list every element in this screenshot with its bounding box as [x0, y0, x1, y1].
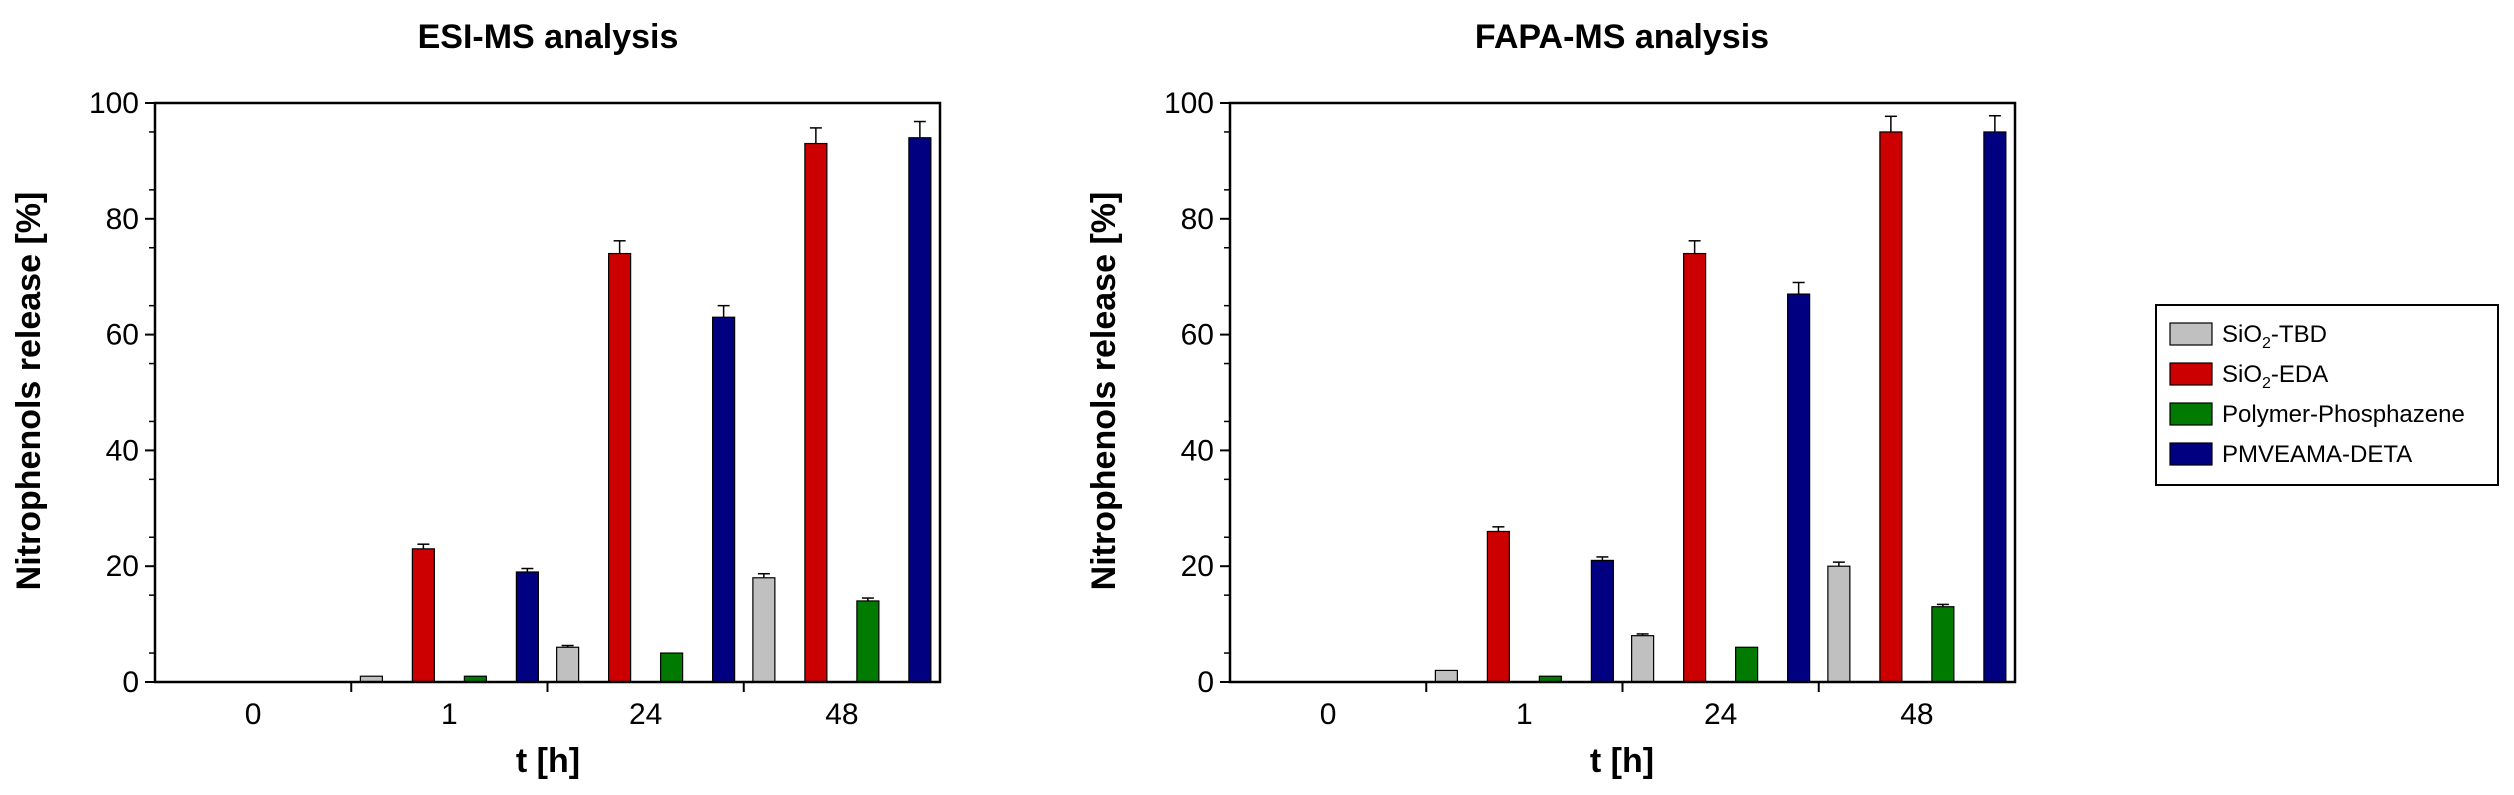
bar-pmveama-deta	[1590, 559, 1614, 683]
legend-label: SiO2-EDA	[2222, 361, 2328, 392]
x-tick-label: 0	[245, 698, 262, 731]
y-tick-label: 0	[1197, 666, 1214, 699]
legend-label-rest: -EDA	[2271, 361, 2328, 388]
x-axis-label: t [h]	[1590, 742, 1654, 780]
y-tick-label: 60	[1181, 319, 1214, 352]
y-tick-label: 40	[1181, 434, 1214, 467]
legend-label-base: PMVEAMA-DETA	[2222, 441, 2412, 468]
legend-swatch	[2169, 442, 2213, 466]
esi-ms-chart: ESI-MS analysis Nitrophenols release [%]…	[10, 18, 942, 780]
x-tick-label: 1	[441, 698, 458, 731]
x-axis-label: t [h]	[516, 742, 580, 780]
bar-pmveama-deta	[1787, 293, 1811, 683]
x-tick-label: 48	[1900, 698, 1933, 731]
bar-sio2-tbd	[1827, 565, 1851, 683]
x-tick-label: 24	[1704, 698, 1737, 731]
bar-polymer-phosphazene	[856, 600, 880, 683]
legend-label: Polymer-Phosphazene	[2222, 401, 2465, 428]
legend-label-rest: -TBD	[2271, 321, 2327, 348]
legend-swatch	[2169, 322, 2213, 346]
fapa-ms-chart: FAPA-MS analysis Nitrophenols release [%…	[1085, 18, 2017, 780]
y-axis-ticks: 0 20 40 60 80 100	[1164, 87, 1230, 699]
legend-label-base: Polymer-Phosphazene	[2222, 401, 2465, 428]
y-tick-label: 20	[1181, 550, 1214, 583]
chart-title: FAPA-MS analysis	[1475, 18, 1769, 56]
y-tick-label: 0	[122, 666, 139, 699]
legend-label-base: SiO	[2222, 321, 2262, 348]
bar-sio2-tbd	[1434, 669, 1458, 683]
y-tick-label: 100	[89, 87, 139, 120]
bar-sio2-tbd	[556, 646, 580, 683]
y-tick-label: 80	[1181, 203, 1214, 236]
legend-swatch	[2169, 402, 2213, 426]
legend-label: SiO2-TBD	[2222, 321, 2327, 352]
legend-swatch	[2169, 362, 2213, 386]
legend-label-base: SiO	[2222, 361, 2262, 388]
legend-label-subscript: 2	[2262, 335, 2271, 352]
bars	[359, 120, 932, 683]
x-tick-label: 24	[629, 698, 662, 731]
x-tick-label: 0	[1320, 698, 1337, 731]
x-tick-label: 48	[825, 698, 858, 731]
legend-label: PMVEAMA-DETA	[2222, 441, 2412, 468]
bar-pmveama-deta	[712, 316, 736, 683]
y-axis-label: Nitrophenols release [%]	[10, 192, 48, 591]
bar-pmveama-deta	[515, 571, 539, 683]
bar-sio2-eda	[804, 142, 828, 683]
chart-title: ESI-MS analysis	[418, 18, 679, 56]
y-axis-label: Nitrophenols release [%]	[1085, 192, 1123, 591]
legend: SiO2-TBDSiO2-EDAPolymer-PhosphazenePMVEA…	[2155, 304, 2499, 486]
bar-sio2-eda	[411, 548, 435, 683]
legend-label-subscript: 2	[2262, 375, 2271, 392]
y-axis-ticks: 0 20 40 60 80 100	[89, 87, 155, 699]
y-tick-label: 100	[1164, 87, 1214, 120]
plot-frame	[153, 101, 942, 684]
x-axis-ticks: 0 1 24 48	[245, 682, 859, 731]
bar-pmveama-deta	[1983, 131, 2007, 683]
bar-sio2-eda	[1486, 530, 1510, 683]
bar-polymer-phosphazene	[1931, 606, 1955, 683]
x-axis-ticks: 0 1 24 48	[1320, 682, 1934, 731]
bar-sio2-eda	[608, 252, 632, 683]
bar-sio2-tbd	[752, 577, 776, 683]
bars	[1434, 114, 2007, 683]
bar-sio2-tbd	[1631, 635, 1655, 683]
legend-box	[2155, 304, 2499, 486]
y-tick-label: 60	[106, 319, 139, 352]
y-tick-label: 20	[106, 550, 139, 583]
y-tick-label: 80	[106, 203, 139, 236]
bar-polymer-phosphazene	[660, 652, 684, 683]
x-tick-label: 1	[1516, 698, 1533, 731]
bar-sio2-eda	[1683, 252, 1707, 683]
y-tick-label: 40	[106, 434, 139, 467]
plot-frame	[1228, 101, 2017, 684]
bar-pmveama-deta	[908, 137, 932, 683]
bar-sio2-eda	[1879, 131, 1903, 683]
bar-polymer-phosphazene	[1735, 646, 1759, 683]
